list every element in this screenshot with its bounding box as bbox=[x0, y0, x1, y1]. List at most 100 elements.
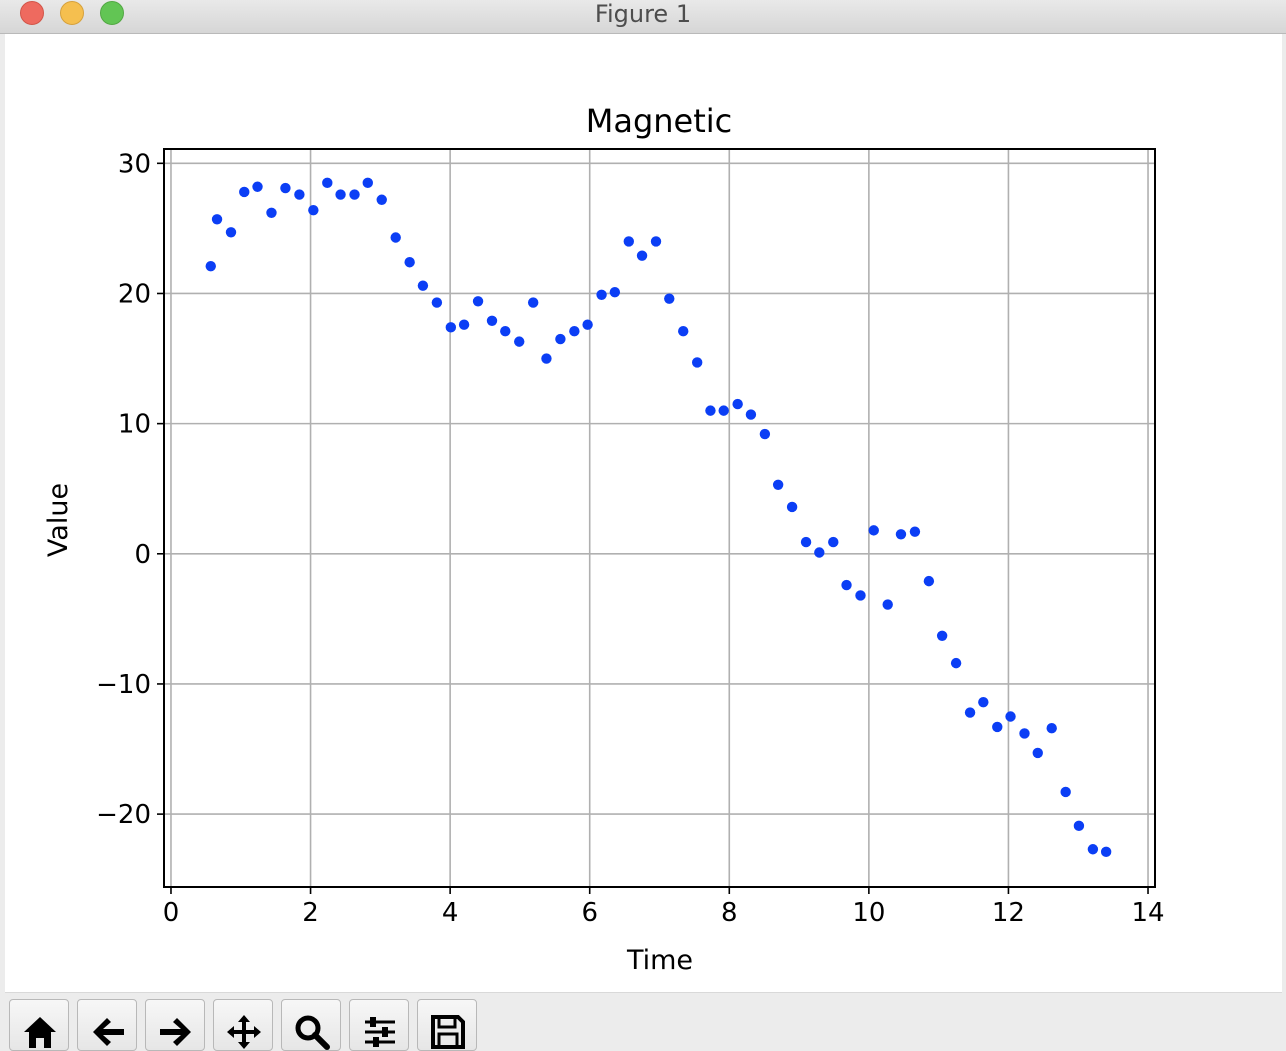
x-tick-label: 14 bbox=[1131, 898, 1164, 928]
data-point bbox=[650, 236, 662, 247]
data-point bbox=[527, 297, 539, 308]
data-point bbox=[1005, 711, 1016, 722]
data-point bbox=[225, 227, 237, 238]
data-point bbox=[841, 579, 852, 591]
x-tick-label: 8 bbox=[721, 898, 738, 928]
y-axis-label: Value bbox=[43, 483, 74, 557]
data-point bbox=[582, 319, 593, 330]
data-point bbox=[759, 428, 771, 440]
zoom-button[interactable] bbox=[281, 999, 341, 1051]
data-point bbox=[964, 707, 976, 718]
forward-button[interactable] bbox=[145, 999, 205, 1051]
data-point bbox=[732, 398, 743, 410]
data-point bbox=[252, 181, 263, 192]
zoom-window-button[interactable] bbox=[100, 1, 124, 25]
x-tick-label: 2 bbox=[302, 898, 319, 928]
data-point bbox=[266, 207, 277, 218]
data-point bbox=[376, 194, 387, 205]
data-point bbox=[992, 721, 1003, 733]
x-tick-label: 6 bbox=[581, 898, 598, 928]
x-tick-label: 10 bbox=[852, 898, 885, 928]
data-point bbox=[500, 326, 511, 337]
y-tick-label: −20 bbox=[96, 800, 151, 830]
save-icon bbox=[431, 1015, 465, 1049]
pan-button[interactable] bbox=[213, 999, 273, 1051]
y-tick-label: 20 bbox=[118, 279, 151, 309]
y-tick-label: 0 bbox=[134, 540, 151, 570]
x-tick-label: 12 bbox=[992, 898, 1025, 928]
data-point bbox=[569, 326, 580, 337]
data-point bbox=[1019, 728, 1030, 739]
pan-icon bbox=[227, 1015, 261, 1049]
save-button[interactable] bbox=[417, 999, 477, 1051]
data-point bbox=[786, 501, 798, 513]
data-point bbox=[909, 526, 921, 537]
figure-canvas[interactable]: 0 2 4 6 8 10 12 14 −20 −10 0 10 20 30 Magnetic Time V… bbox=[5, 34, 1282, 992]
y-tick-label: 30 bbox=[118, 149, 151, 179]
data-point bbox=[895, 529, 907, 540]
data-point bbox=[678, 326, 689, 337]
y-tick-label: 10 bbox=[118, 410, 151, 440]
data-point bbox=[294, 189, 305, 200]
data-point bbox=[1060, 786, 1071, 798]
data-points bbox=[205, 177, 1112, 858]
data-point bbox=[882, 599, 893, 610]
data-point bbox=[322, 177, 333, 189]
chart-title: Magnetic bbox=[586, 102, 733, 140]
data-point bbox=[868, 525, 879, 536]
data-point bbox=[1073, 820, 1085, 832]
data-point bbox=[596, 289, 607, 300]
x-tick-label: 0 bbox=[163, 898, 180, 928]
data-point bbox=[205, 260, 216, 272]
window-title: Figure 1 bbox=[594, 0, 692, 28]
data-point bbox=[486, 315, 498, 327]
data-point bbox=[211, 214, 223, 225]
data-point bbox=[855, 590, 866, 601]
data-point bbox=[308, 204, 319, 216]
data-point bbox=[472, 296, 484, 307]
back-button[interactable] bbox=[77, 999, 137, 1051]
forward-arrow-icon bbox=[160, 1018, 191, 1046]
data-point bbox=[923, 575, 935, 587]
data-point bbox=[417, 280, 429, 291]
data-point bbox=[404, 257, 415, 268]
data-point bbox=[445, 322, 457, 333]
configure-subplots-button[interactable] bbox=[349, 999, 409, 1051]
data-point bbox=[362, 177, 373, 189]
data-point bbox=[705, 405, 716, 416]
scatter-chart: 0 2 4 6 8 10 12 14 −20 −10 0 10 20 30 Magnetic Time V… bbox=[43, 102, 1165, 976]
data-point bbox=[718, 405, 729, 416]
data-point bbox=[390, 232, 401, 243]
close-window-button[interactable] bbox=[20, 1, 44, 25]
data-point bbox=[1046, 723, 1057, 734]
configure-subplots-icon bbox=[365, 1017, 395, 1047]
axis-ticks: 0 2 4 6 8 10 12 14 −20 −10 0 10 20 30 bbox=[96, 149, 1164, 928]
data-point bbox=[800, 536, 812, 548]
zoom-icon bbox=[295, 1015, 330, 1050]
axes-frame bbox=[163, 148, 1156, 888]
data-point bbox=[936, 630, 948, 641]
data-point bbox=[609, 286, 621, 298]
data-point bbox=[950, 657, 962, 669]
grid-lines bbox=[164, 149, 1155, 887]
data-point bbox=[623, 236, 634, 247]
data-point bbox=[664, 293, 675, 304]
minimize-window-button[interactable] bbox=[60, 1, 84, 25]
x-axis-label: Time bbox=[626, 945, 693, 976]
data-point bbox=[636, 250, 648, 261]
data-point bbox=[541, 353, 552, 364]
data-point bbox=[239, 186, 250, 198]
data-point bbox=[431, 297, 443, 308]
data-point bbox=[1100, 846, 1112, 858]
data-point bbox=[745, 409, 757, 420]
data-point bbox=[335, 189, 346, 200]
window-titlebar: Figure 1 bbox=[0, 0, 1286, 34]
navigation-toolbar bbox=[5, 992, 1282, 1051]
data-point bbox=[828, 536, 839, 548]
back-arrow-icon bbox=[93, 1018, 124, 1046]
home-icon bbox=[24, 1017, 56, 1048]
data-point bbox=[280, 182, 291, 194]
data-point bbox=[458, 319, 470, 330]
home-button[interactable] bbox=[9, 999, 69, 1051]
data-point bbox=[514, 336, 525, 347]
